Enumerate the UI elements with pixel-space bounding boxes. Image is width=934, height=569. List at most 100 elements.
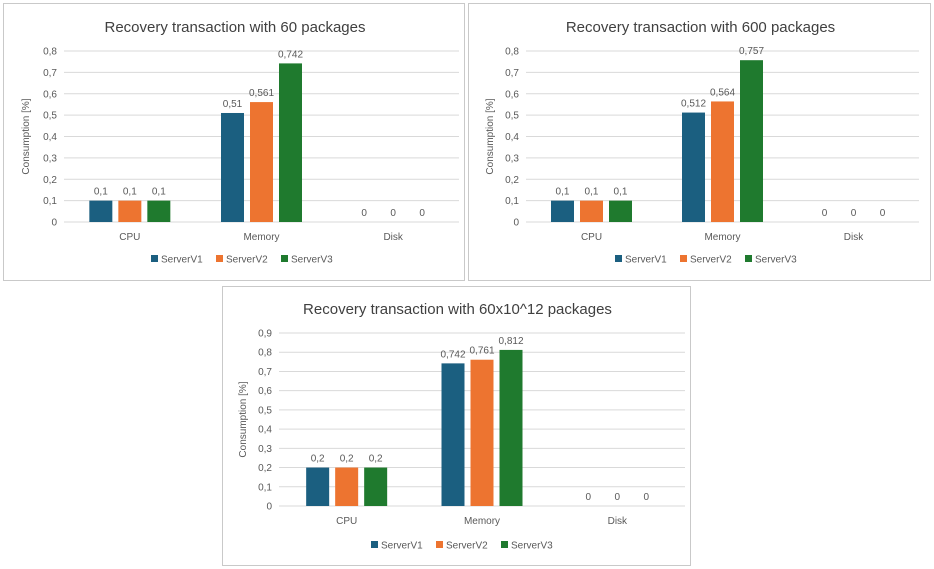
- bar-serverv3-cpu: [147, 200, 171, 222]
- y-axis-label: Consumption [%]: [238, 381, 249, 457]
- chart-title: Recovery transaction with 60 packages: [105, 19, 366, 36]
- legend-swatch: [281, 255, 288, 262]
- data-label: 0,2: [369, 454, 383, 465]
- data-label: 0,761: [469, 346, 494, 357]
- x-tick-label: Disk: [844, 232, 864, 243]
- y-axis-label: Consumption [%]: [21, 98, 32, 174]
- x-tick-label: CPU: [119, 232, 140, 243]
- legend-swatch: [680, 255, 687, 262]
- y-tick-label: 0,2: [43, 175, 57, 186]
- data-label: 0: [615, 492, 621, 503]
- data-label: 0: [644, 492, 650, 503]
- data-label: 0,1: [94, 187, 108, 198]
- data-label: 0,2: [311, 454, 325, 465]
- data-label: 0: [880, 208, 886, 219]
- data-label: 0,757: [739, 46, 764, 57]
- data-label: 0,1: [614, 187, 628, 198]
- legend: ServerV1 ServerV2 ServerV3: [371, 541, 553, 552]
- chart-panel-600-packages: Recovery transaction with 600 packages 0 0…: [468, 3, 931, 281]
- legend-label: ServerV2: [446, 541, 488, 552]
- data-label: 0,51: [223, 99, 243, 110]
- data-label: 0: [851, 208, 857, 219]
- data-label: 0,742: [440, 349, 465, 360]
- y-tick-label: 0,7: [505, 68, 519, 79]
- y-tick-label: 0,2: [505, 175, 519, 186]
- y-tick-label: 0,8: [258, 348, 272, 359]
- bar-serverv3-memory: [740, 60, 763, 222]
- y-tick-label: 0,9: [258, 329, 272, 340]
- data-label: 0: [390, 208, 396, 219]
- y-tick-label: 0,6: [258, 386, 272, 397]
- chart-panel-60x10-12-packages: Recovery transaction with 60x10^12 packa…: [222, 286, 691, 566]
- legend-label: ServerV2: [226, 255, 268, 266]
- bar-serverv1-cpu: [306, 467, 330, 506]
- chart-panel-60-packages: Recovery transaction with 60 packages 0 0,…: [3, 3, 465, 281]
- chart-svg: Recovery transaction with 60 packages 0 0,…: [21, 19, 459, 266]
- legend-swatch: [745, 255, 752, 262]
- data-label: 0,561: [249, 88, 274, 99]
- legend-swatch: [501, 541, 508, 548]
- bar-serverv2-memory: [250, 102, 273, 222]
- bar-serverv2-cpu: [118, 200, 142, 222]
- bar-serverv1-memory: [221, 112, 244, 222]
- bar-serverv2-cpu: [335, 467, 359, 506]
- chart-title: Recovery transaction with 60x10^12 packa…: [303, 301, 612, 318]
- x-tick-label: Memory: [704, 232, 740, 243]
- legend-label: ServerV2: [690, 255, 732, 266]
- bar-serverv1-cpu: [89, 200, 113, 222]
- legend-swatch: [151, 255, 158, 262]
- y-tick-label: 0,4: [505, 132, 519, 143]
- chart-svg: Recovery transaction with 60x10^12 packa…: [238, 301, 685, 552]
- legend-label: ServerV1: [625, 255, 667, 266]
- legend-label: ServerV1: [381, 541, 423, 552]
- data-label: 0: [586, 492, 592, 503]
- y-tick-label: 0,7: [258, 367, 272, 378]
- bar-serverv2-memory: [711, 101, 734, 222]
- bar-serverv1-memory: [682, 112, 705, 222]
- y-tick-label: 0,5: [43, 111, 57, 122]
- y-tick-label: 0,5: [505, 111, 519, 122]
- x-tick-label: Disk: [608, 516, 628, 527]
- data-label: 0,742: [278, 49, 303, 60]
- y-tick-label: 0,3: [258, 444, 272, 455]
- legend-label: ServerV1: [161, 255, 203, 266]
- legend-swatch: [436, 541, 443, 548]
- legend-swatch: [216, 255, 223, 262]
- data-label: 0,812: [498, 336, 523, 347]
- y-tick-label: 0,1: [505, 196, 519, 207]
- y-tick-label: 0,4: [258, 425, 272, 436]
- y-tick-label: 0,8: [505, 47, 519, 58]
- bar-serverv1-memory: [441, 363, 465, 506]
- bar-serverv3-cpu: [364, 467, 388, 506]
- bar-serverv3-cpu: [609, 200, 632, 222]
- y-tick-label: 0,2: [258, 463, 272, 474]
- data-label: 0,1: [556, 187, 570, 198]
- y-tick-label: 0,1: [43, 196, 57, 207]
- chart-svg: Recovery transaction with 600 packages 0 0…: [485, 19, 919, 266]
- bar-serverv1-cpu: [551, 200, 574, 222]
- y-tick-label: 0,3: [43, 153, 57, 164]
- legend-label: ServerV3: [755, 255, 797, 266]
- x-tick-label: Memory: [243, 232, 279, 243]
- y-tick-label: 0,6: [43, 89, 57, 100]
- y-tick-label: 0,3: [505, 153, 519, 164]
- chart-title: Recovery transaction with 600 packages: [566, 19, 835, 36]
- data-label: 0,1: [123, 187, 137, 198]
- data-label: 0: [419, 208, 425, 219]
- x-tick-label: Memory: [464, 516, 500, 527]
- x-tick-label: CPU: [336, 516, 357, 527]
- legend-label: ServerV3: [511, 541, 553, 552]
- data-label: 0,2: [340, 454, 354, 465]
- bar-serverv2-cpu: [580, 200, 603, 222]
- x-tick-label: CPU: [581, 232, 602, 243]
- y-tick-label: 0: [266, 502, 272, 513]
- bar-serverv3-memory: [499, 349, 523, 506]
- data-label: 0,512: [681, 99, 706, 110]
- y-axis-label: Consumption [%]: [485, 98, 496, 174]
- data-label: 0: [361, 208, 367, 219]
- legend: ServerV1 ServerV2 ServerV3: [151, 255, 333, 266]
- bar-serverv2-memory: [470, 359, 494, 506]
- legend: ServerV1 ServerV2 ServerV3: [615, 255, 797, 266]
- bar-serverv3-memory: [279, 63, 302, 223]
- legend-swatch: [615, 255, 622, 262]
